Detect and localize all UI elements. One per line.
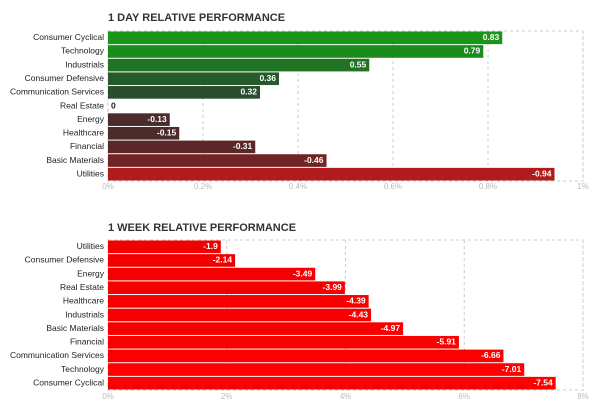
x-tick-label: 2% xyxy=(221,392,233,401)
bar xyxy=(108,335,459,349)
bar xyxy=(108,376,556,390)
bar xyxy=(108,140,256,154)
value-label: -0.15 xyxy=(157,128,177,138)
bar xyxy=(108,45,484,58)
category-label: Utilities xyxy=(77,168,104,178)
category-label: Industrials xyxy=(65,309,104,319)
value-label: -5.91 xyxy=(437,337,457,347)
value-label: -1.9 xyxy=(203,241,218,251)
category-label: Energy xyxy=(77,268,105,278)
category-label: Financial xyxy=(70,141,104,151)
category-label: Consumer Defensive xyxy=(25,255,105,265)
bar xyxy=(108,267,316,281)
category-label: Consumer Defensive xyxy=(25,73,105,83)
value-label: 0.83 xyxy=(483,32,500,42)
x-tick-label: 0.6% xyxy=(384,182,402,191)
value-label: -0.13 xyxy=(147,114,167,124)
bar xyxy=(108,254,236,267)
category-label: Consumer Cyclical xyxy=(33,32,104,42)
category-label: Consumer Cyclical xyxy=(33,377,104,387)
category-label: Real Estate xyxy=(60,282,104,292)
value-label: 0.36 xyxy=(259,73,276,83)
value-label: 0.55 xyxy=(350,59,367,69)
x-tick-label: 0% xyxy=(102,392,114,401)
category-label: Utilities xyxy=(77,241,104,251)
category-label: Energy xyxy=(77,114,105,124)
category-label: Industrials xyxy=(65,59,104,69)
value-label: -7.54 xyxy=(533,377,553,387)
category-label: Communication Services xyxy=(10,87,104,97)
chart-title: 1 WEEK RELATIVE PERFORMANCE xyxy=(108,222,296,234)
value-label: 0.32 xyxy=(240,87,257,97)
x-tick-label: 0.8% xyxy=(479,182,497,191)
category-label: Real Estate xyxy=(60,100,104,110)
bar xyxy=(108,322,404,335)
value-label: -3.49 xyxy=(293,268,313,278)
value-label: -2.14 xyxy=(213,255,233,265)
category-label: Basic Materials xyxy=(46,323,104,333)
bar xyxy=(108,281,345,295)
chart-title: 1 DAY RELATIVE PERFORMANCE xyxy=(108,12,285,24)
value-label: 0 xyxy=(111,100,116,110)
bar xyxy=(108,167,555,181)
value-label: -3.99 xyxy=(323,282,343,292)
x-tick-label: 8% xyxy=(577,392,589,401)
x-tick-label: 0% xyxy=(102,182,114,191)
category-label: Communication Services xyxy=(10,350,104,360)
value-label: -7.01 xyxy=(502,364,522,374)
value-label: -0.46 xyxy=(304,155,324,165)
bar xyxy=(108,86,260,99)
category-label: Financial xyxy=(70,337,104,347)
value-label: -0.31 xyxy=(233,141,253,151)
bar xyxy=(108,240,221,254)
x-tick-label: 6% xyxy=(458,392,470,401)
value-label: -4.39 xyxy=(346,296,366,306)
category-label: Technology xyxy=(61,364,105,374)
value-label: -0.94 xyxy=(532,168,552,178)
bar xyxy=(108,72,279,86)
category-label: Healthcare xyxy=(63,296,104,306)
value-label: -4.43 xyxy=(349,309,369,319)
bar xyxy=(108,113,170,126)
category-label: Healthcare xyxy=(63,128,104,138)
bar xyxy=(108,126,180,140)
bar xyxy=(108,349,504,363)
x-tick-label: 1% xyxy=(577,182,589,191)
x-tick-label: 0.4% xyxy=(289,182,307,191)
bar xyxy=(108,154,327,167)
bar xyxy=(108,295,369,308)
bar xyxy=(108,31,503,45)
bar xyxy=(108,363,525,376)
value-label: -6.66 xyxy=(481,350,501,360)
x-tick-label: 4% xyxy=(340,392,352,401)
category-label: Technology xyxy=(61,46,105,56)
bar xyxy=(108,308,372,322)
x-tick-label: 0.2% xyxy=(194,182,212,191)
bar xyxy=(108,58,370,72)
category-label: Basic Materials xyxy=(46,155,104,165)
value-label: 0.79 xyxy=(464,46,481,56)
value-label: -4.97 xyxy=(381,323,401,333)
